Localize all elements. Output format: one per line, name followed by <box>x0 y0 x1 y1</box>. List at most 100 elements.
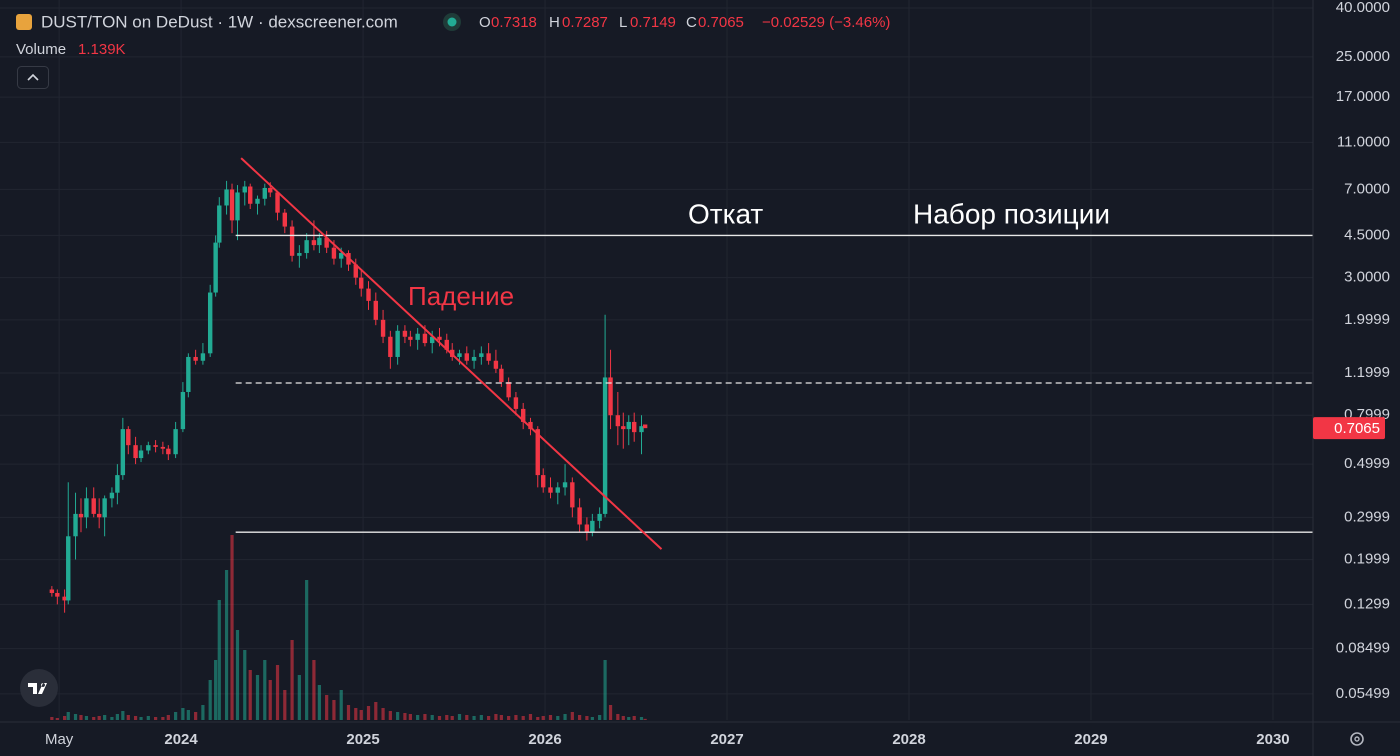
volume-bar <box>139 717 143 720</box>
y-tick-label: 0.1299 <box>1344 595 1390 612</box>
volume-bar <box>126 715 130 720</box>
candle-body <box>555 487 560 493</box>
candle-body <box>153 445 158 447</box>
volume-bar <box>408 714 412 720</box>
y-tick-label: 17.0000 <box>1336 88 1390 105</box>
volume-bar <box>110 717 114 720</box>
volume-bar <box>161 717 165 720</box>
annotation: Набор позиции <box>913 198 1110 229</box>
volume-bar <box>487 716 491 720</box>
x-tick-label: 2030 <box>1256 731 1289 748</box>
y-tick-label: 0.4999 <box>1344 455 1390 472</box>
candle-body <box>380 319 386 337</box>
candle-body <box>353 264 358 278</box>
volume-bar <box>133 716 138 720</box>
volume-bar <box>514 715 518 720</box>
candle-body <box>304 240 309 254</box>
candle-body <box>520 408 526 422</box>
volume-bar <box>536 717 540 720</box>
candle-body <box>78 513 84 518</box>
volume-bar <box>472 716 476 720</box>
last-price-badge <box>1313 417 1385 440</box>
candle-body <box>207 292 213 354</box>
volume-bar <box>445 715 449 720</box>
candle-body <box>366 288 371 301</box>
volume-bar <box>416 715 420 720</box>
candle-body <box>84 498 89 518</box>
volume-bar <box>643 718 647 720</box>
x-tick-label: 2025 <box>346 731 379 748</box>
y-tick-label: 7.0000 <box>1344 180 1390 197</box>
candle-body <box>62 596 67 601</box>
volume-bar <box>263 660 267 720</box>
candle-body <box>268 187 273 193</box>
candle-body <box>479 353 484 357</box>
volume-bar <box>166 715 170 720</box>
volume-bar <box>437 716 442 720</box>
candle-body <box>109 492 115 499</box>
volume-bar <box>290 640 294 720</box>
volume-bar <box>366 706 371 720</box>
candle-body <box>91 498 96 514</box>
candle-body <box>535 429 540 476</box>
candle-body <box>639 426 644 433</box>
ohlc-label: O <box>479 14 491 31</box>
volume-bar <box>146 716 150 720</box>
volume-bar <box>548 715 553 720</box>
collapse-button[interactable] <box>17 66 49 89</box>
volume-bar <box>50 717 54 720</box>
volume-bar <box>121 711 125 720</box>
candle-body <box>621 426 626 430</box>
volume-bar <box>339 690 343 720</box>
candle-body <box>200 353 206 361</box>
volume-value: 1.139K <box>78 41 126 58</box>
volume-bar <box>79 715 83 720</box>
candle-body <box>138 450 144 459</box>
candle-body <box>562 482 568 488</box>
volume-bar <box>598 715 602 720</box>
ohlc-value: 0.7149 <box>630 14 676 31</box>
volume-bar <box>230 535 234 720</box>
x-tick-label: 2026 <box>528 731 561 748</box>
volume-bar <box>499 715 503 720</box>
candle-body <box>120 429 126 476</box>
token-icon <box>16 14 32 30</box>
volume-bar <box>374 702 378 720</box>
volume-bar <box>208 680 212 720</box>
volume-bar <box>317 685 321 720</box>
volume-bar <box>632 716 636 720</box>
candle-body <box>626 421 631 430</box>
volume-bar <box>214 660 218 720</box>
volume-bar <box>283 690 287 720</box>
ohlc-label: C <box>686 14 697 31</box>
volume-bar <box>556 716 560 720</box>
volume-bar <box>528 714 533 720</box>
candle-body <box>584 524 590 533</box>
candle-body <box>73 513 78 537</box>
candle-body <box>173 429 178 455</box>
volume-bar <box>55 718 59 720</box>
candle-body <box>437 336 442 340</box>
candle-body <box>339 253 344 259</box>
settings-icon[interactable] <box>1350 732 1364 746</box>
volume-bar <box>332 700 336 720</box>
candle-body <box>311 240 317 246</box>
candle-body <box>608 377 613 416</box>
y-tick-label: 1.1999 <box>1344 364 1390 381</box>
volume-label: Volume <box>16 41 66 58</box>
volume-bar <box>248 670 252 720</box>
candle-body <box>444 339 449 350</box>
logo <box>28 683 47 694</box>
volume-bar <box>423 714 427 720</box>
y-tick-label: 3.0000 <box>1344 269 1390 286</box>
volume-bar <box>354 708 358 720</box>
y-tick-label: 25.0000 <box>1336 48 1390 65</box>
volume-bar <box>305 580 309 720</box>
candle-body <box>402 330 408 337</box>
logo-badge[interactable] <box>20 669 58 707</box>
y-tick-label: 0.1999 <box>1344 551 1390 568</box>
volume-bar <box>359 710 363 720</box>
volume-bar <box>84 716 89 720</box>
ohlc-value: 0.7065 <box>698 14 744 31</box>
